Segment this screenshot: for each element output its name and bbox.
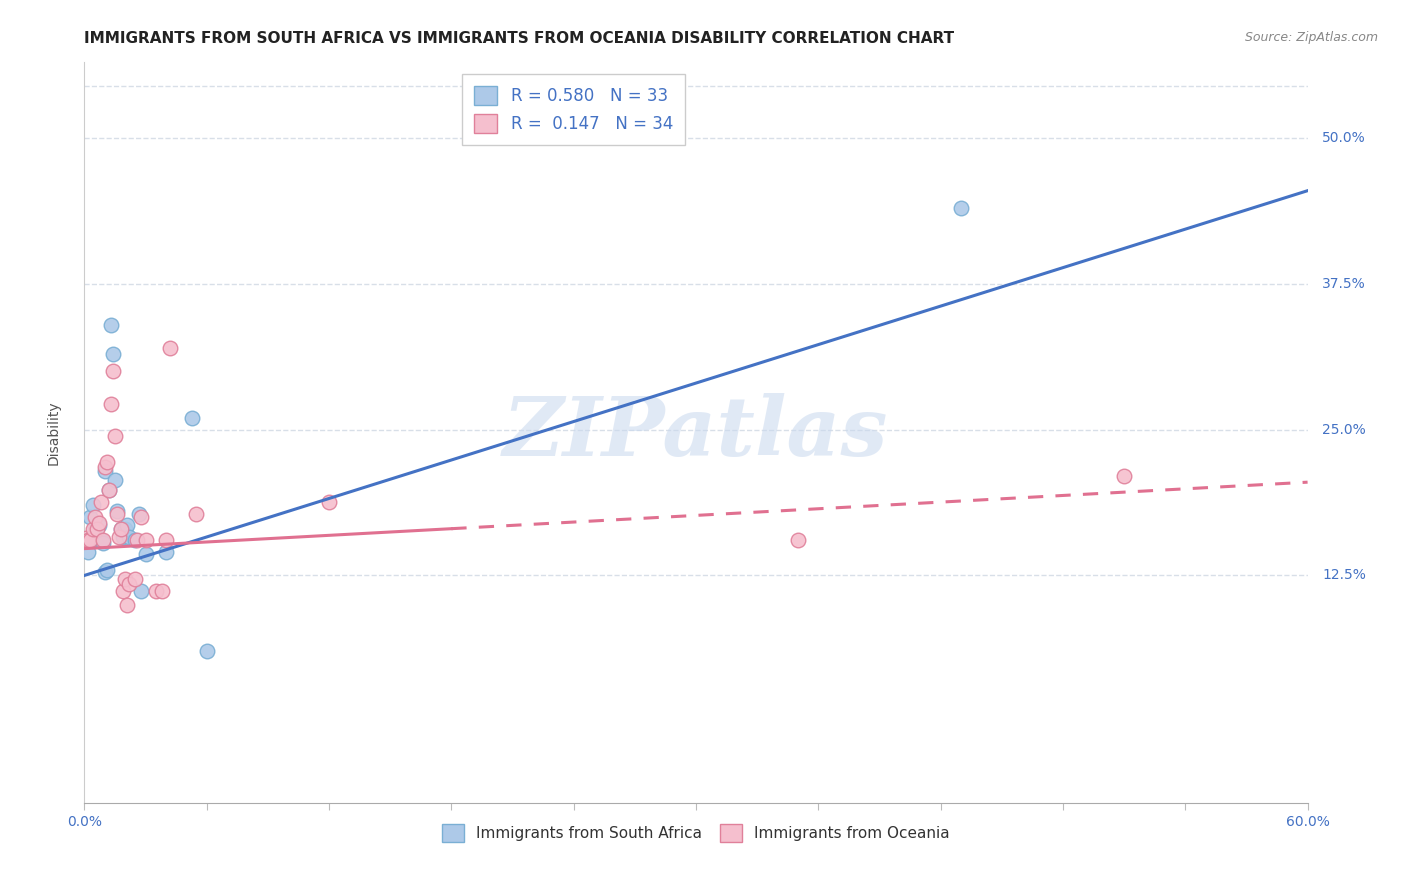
- Point: [97, 483, 120, 498]
- Text: 25.0%: 25.0%: [1322, 423, 1367, 437]
- Point: [950, 201, 973, 215]
- Point: [150, 583, 173, 598]
- Point: [155, 533, 177, 548]
- Point: [83, 533, 105, 548]
- Point: [135, 548, 157, 562]
- Point: [112, 530, 135, 544]
- Point: [82, 522, 104, 536]
- Point: [87, 518, 110, 533]
- Point: [75, 533, 97, 548]
- Point: [77, 545, 100, 559]
- Point: [145, 583, 167, 598]
- Point: [787, 533, 810, 548]
- Point: [93, 460, 115, 475]
- Point: [131, 583, 153, 598]
- Point: [77, 533, 100, 548]
- Point: [318, 495, 340, 509]
- Point: [82, 499, 104, 513]
- Point: [96, 563, 118, 577]
- Point: [124, 533, 146, 548]
- Point: [83, 522, 105, 536]
- Point: [115, 598, 138, 612]
- Point: [195, 644, 218, 658]
- Legend: Immigrants from South Africa, Immigrants from Oceania: Immigrants from South Africa, Immigrants…: [433, 814, 959, 851]
- Point: [90, 533, 112, 548]
- Point: [79, 510, 101, 524]
- Point: [118, 530, 141, 544]
- Point: [114, 572, 136, 586]
- Point: [124, 572, 146, 586]
- Point: [108, 530, 131, 544]
- Point: [86, 533, 108, 548]
- Point: [91, 536, 114, 550]
- Point: [112, 583, 135, 598]
- Text: Source: ZipAtlas.com: Source: ZipAtlas.com: [1244, 31, 1378, 45]
- Point: [118, 576, 141, 591]
- Point: [101, 347, 124, 361]
- Point: [1114, 469, 1136, 483]
- Text: ZIPatlas: ZIPatlas: [503, 392, 889, 473]
- Point: [93, 565, 115, 579]
- Point: [100, 318, 122, 332]
- Text: 50.0%: 50.0%: [1322, 131, 1367, 145]
- Point: [105, 504, 128, 518]
- Point: [100, 397, 122, 411]
- Point: [97, 483, 120, 498]
- Point: [110, 522, 132, 536]
- Point: [87, 533, 110, 548]
- Point: [96, 455, 118, 469]
- Point: [181, 411, 204, 425]
- Point: [110, 522, 132, 536]
- Point: [114, 522, 136, 536]
- Point: [87, 516, 110, 530]
- Point: [105, 507, 128, 521]
- Point: [104, 428, 127, 442]
- Point: [83, 510, 105, 524]
- Point: [91, 533, 114, 548]
- Point: [155, 545, 177, 559]
- Point: [127, 533, 149, 548]
- Point: [115, 518, 138, 533]
- Point: [86, 522, 108, 536]
- Point: [131, 510, 153, 524]
- Text: 37.5%: 37.5%: [1322, 277, 1367, 291]
- Text: IMMIGRANTS FROM SOUTH AFRICA VS IMMIGRANTS FROM OCEANIA DISABILITY CORRELATION C: IMMIGRANTS FROM SOUTH AFRICA VS IMMIGRAN…: [84, 31, 955, 46]
- Point: [86, 530, 108, 544]
- Point: [79, 533, 101, 548]
- Point: [186, 507, 208, 521]
- Text: 12.5%: 12.5%: [1322, 568, 1367, 582]
- Point: [93, 463, 115, 477]
- Point: [101, 364, 124, 378]
- Point: [159, 341, 181, 355]
- Text: Disability: Disability: [46, 401, 60, 465]
- Point: [135, 533, 157, 548]
- Point: [90, 495, 112, 509]
- Point: [128, 507, 150, 521]
- Point: [104, 473, 127, 487]
- Point: [75, 531, 97, 545]
